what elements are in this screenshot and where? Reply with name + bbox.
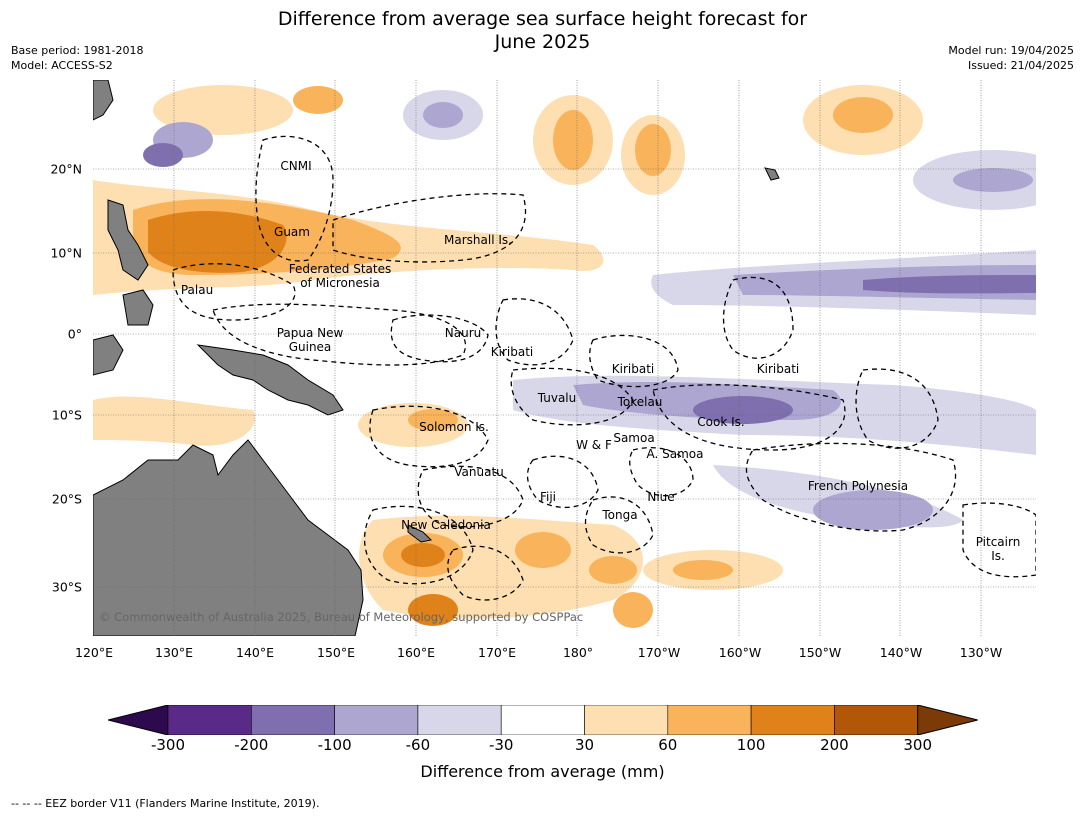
region-label: Nauru <box>444 326 482 340</box>
colorbar-tick-label: -200 <box>234 736 269 754</box>
region-label: Tuvalu <box>537 391 577 405</box>
lat-tick-label: 10°S <box>51 407 82 423</box>
philippines-south-landmass <box>122 289 154 326</box>
region-label: A. Samoa <box>646 447 704 461</box>
colorbar-segment <box>417 705 502 735</box>
meta-right: Model run: 19/04/2025 Issued: 21/04/2025 <box>948 43 1074 73</box>
region-label: Guam <box>274 225 310 239</box>
meta-left: Base period: 1981-2018 Model: ACCESS-S2 <box>11 43 143 73</box>
new-guinea-landmass <box>196 344 344 416</box>
model-run: Model run: 19/04/2025 <box>948 44 1074 57</box>
anomaly-shading <box>93 85 1036 628</box>
map-title: Difference from average sea surface heig… <box>0 8 1085 54</box>
map-panel: CNMI Guam Marshall Is. Federated States of … <box>93 80 1036 636</box>
lon-tick-label: 180° <box>562 645 594 660</box>
region-label: Cook Is. <box>697 415 745 429</box>
copyright-notice: © Commonwealth of Australia 2025, Bureau… <box>99 610 584 624</box>
colorbar-segment <box>834 705 919 735</box>
region-label: Kiribati <box>490 345 534 359</box>
colorbar-segment <box>251 705 335 735</box>
issued-date: Issued: 21/04/2025 <box>967 59 1074 72</box>
region-label: Federated States of Micronesia <box>288 262 392 290</box>
region-label: French Polynesia <box>807 479 909 493</box>
title-line-1: Difference from average sea surface heig… <box>277 8 808 30</box>
lat-tick-label: 20°S <box>51 491 82 507</box>
colorbar-segment <box>667 705 752 735</box>
lon-tick-label: 130°W <box>959 645 1003 660</box>
lon-tick-label: 160°E <box>396 645 436 660</box>
taiwan-landmass <box>93 80 114 121</box>
colorbar-tick-label: -60 <box>405 736 431 754</box>
region-label: W & F <box>576 438 612 452</box>
region-label: Fiji <box>539 490 557 504</box>
lon-tick-label: 170°W <box>637 645 681 660</box>
base-period: Base period: 1981-2018 <box>11 44 144 57</box>
region-label: Kiribati <box>756 362 800 376</box>
region-label: Pitcairn Is. <box>975 535 1021 563</box>
colorbar-extend-high <box>917 705 978 735</box>
region-label: Kiribati <box>611 362 655 376</box>
lat-tick-label: 0° <box>67 326 82 342</box>
colorbar-segment <box>750 705 835 735</box>
region-label: Papua New Guinea <box>276 326 344 354</box>
colorbar-segment <box>500 705 585 735</box>
region-label: Niue <box>647 490 675 504</box>
lon-tick-label: 150°W <box>798 645 842 660</box>
philippines-landmass <box>107 199 149 281</box>
region-label: New Caledonia <box>401 518 491 532</box>
colorbar-tick-label: 100 <box>736 736 766 754</box>
region-label: Marshall Is. <box>444 233 512 247</box>
region-label: Palau <box>180 283 214 297</box>
model-name: Model: ACCESS-S2 <box>11 59 113 72</box>
region-label: Tonga <box>602 508 638 522</box>
sulawesi-landmass <box>93 334 124 376</box>
region-label: Samoa <box>613 431 655 445</box>
region-label: CNMI <box>280 159 312 173</box>
colorbar-tick-label: 60 <box>658 736 678 754</box>
colorbar-tick-label: 300 <box>903 736 933 754</box>
new-caledonia-landmass <box>407 524 433 543</box>
hawaii-landmass <box>764 167 780 181</box>
colorbar-tick-label: 200 <box>820 736 849 754</box>
title-line-2: June 2025 <box>494 31 591 53</box>
colorbar-extend-low <box>108 705 169 735</box>
map-svg <box>93 80 1036 636</box>
colorbar-tick-label: -100 <box>317 736 352 754</box>
region-label: Vanuatu <box>454 465 504 479</box>
colorbar-segment <box>584 705 669 735</box>
region-label: Solomon Is. <box>419 420 489 434</box>
colorbar <box>108 705 978 735</box>
lat-tick-label: 30°S <box>51 579 82 595</box>
graticule <box>93 80 1036 636</box>
eez-footnote: -- -- -- EEZ border V11 (Flanders Marine… <box>11 797 320 810</box>
colorbar-title: Difference from average (mm) <box>420 762 665 781</box>
lon-tick-label: 120°E <box>74 645 114 660</box>
colorbar-segment <box>167 705 252 735</box>
region-label: Tokelau <box>617 395 663 409</box>
lat-tick-label: 20°N <box>50 161 82 177</box>
lon-tick-label: 170°E <box>477 645 517 660</box>
lon-tick-label: 140°W <box>879 645 923 660</box>
colorbar-tick-label: -30 <box>488 736 514 754</box>
lon-tick-label: 160°W <box>718 645 762 660</box>
lon-tick-label: 130°E <box>154 645 194 660</box>
colorbar-tick-label: 30 <box>574 736 595 754</box>
eez-borders <box>172 135 1036 601</box>
colorbar-segment <box>334 705 419 735</box>
lon-tick-label: 150°E <box>316 645 356 660</box>
lat-tick-label: 10°N <box>50 245 82 261</box>
colorbar-tick-label: -300 <box>150 736 186 754</box>
lon-tick-label: 140°E <box>235 645 275 660</box>
australia-landmass <box>93 439 364 636</box>
